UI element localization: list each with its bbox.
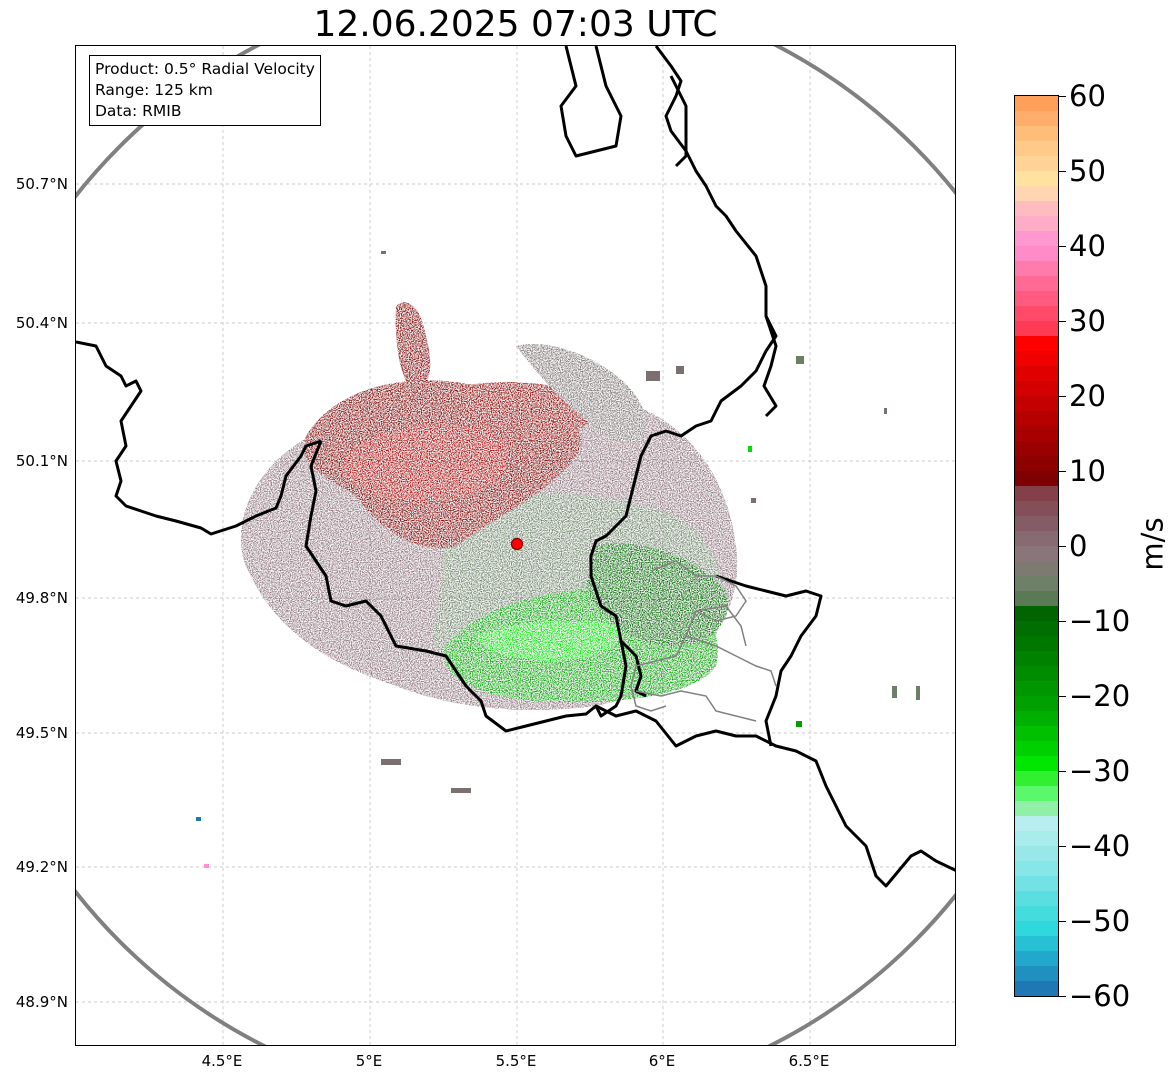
colorbar-tick	[1059, 771, 1066, 772]
lat-label: 50.4°N	[15, 314, 68, 332]
isolated-echoes	[196, 251, 920, 868]
lat-label: 49.2°N	[15, 858, 68, 876]
colorbar-label: −60	[1069, 979, 1131, 1013]
colorbar-tick	[1059, 246, 1066, 247]
map-plot-area[interactable]	[75, 45, 956, 1046]
colorbar-label: 10	[1069, 454, 1106, 488]
colorbar-tick	[1059, 546, 1066, 547]
colorbar-tick	[1059, 621, 1066, 622]
colorbar-tick	[1059, 921, 1066, 922]
colorbar-label: −50	[1069, 904, 1131, 938]
lon-label: 4.5°E	[201, 1052, 243, 1070]
colorbar-tick	[1059, 321, 1066, 322]
colorbar-tick	[1059, 996, 1066, 997]
info-product: Product: 0.5° Radial Velocity	[95, 60, 315, 78]
colorbar-label: 30	[1069, 304, 1106, 338]
colorbar-label: −30	[1069, 754, 1131, 788]
colorbar-tick	[1059, 96, 1066, 97]
lon-label: 6°E	[648, 1052, 676, 1070]
velocity-colorbar	[1014, 95, 1059, 997]
lat-label: 50.7°N	[15, 175, 68, 193]
colorbar-label: 0	[1069, 529, 1088, 563]
info-source: Data: RMIB	[95, 102, 182, 120]
colorbar-label: −10	[1069, 604, 1131, 638]
colorbar-label: −20	[1069, 679, 1131, 713]
lat-label: 50.1°N	[15, 452, 68, 470]
colorbar-tick	[1059, 171, 1066, 172]
lat-label: 49.8°N	[15, 589, 68, 607]
info-range: Range: 125 km	[95, 81, 213, 99]
lon-label: 5°E	[355, 1052, 383, 1070]
lon-label: 5.5°E	[495, 1052, 537, 1070]
colorbar-label: 60	[1069, 79, 1106, 113]
lat-label: 48.9°N	[15, 993, 68, 1011]
colorbar-label: −40	[1069, 829, 1131, 863]
colorbar-gradient	[1015, 96, 1058, 996]
colorbar-tick	[1059, 846, 1066, 847]
lon-label: 6.5°E	[788, 1052, 830, 1070]
colorbar-tick	[1059, 471, 1066, 472]
country-borders	[76, 46, 955, 888]
colorbar-tick	[1059, 396, 1066, 397]
radar-station-marker[interactable]	[510, 537, 524, 551]
radar-map	[76, 46, 955, 1045]
colorbar-unit: m/s	[1135, 517, 1170, 571]
info-box: Product: 0.5° Radial Velocity Range: 125…	[89, 55, 321, 126]
region-borders	[630, 560, 777, 722]
colorbar-label: 20	[1069, 379, 1106, 413]
lat-label: 49.5°N	[15, 724, 68, 742]
colorbar-label: 40	[1069, 229, 1106, 263]
radar-echoes	[240, 302, 738, 710]
map-title: 12.06.2025 07:03 UTC	[313, 4, 718, 45]
colorbar-tick	[1059, 696, 1066, 697]
colorbar-label: 50	[1069, 154, 1106, 188]
